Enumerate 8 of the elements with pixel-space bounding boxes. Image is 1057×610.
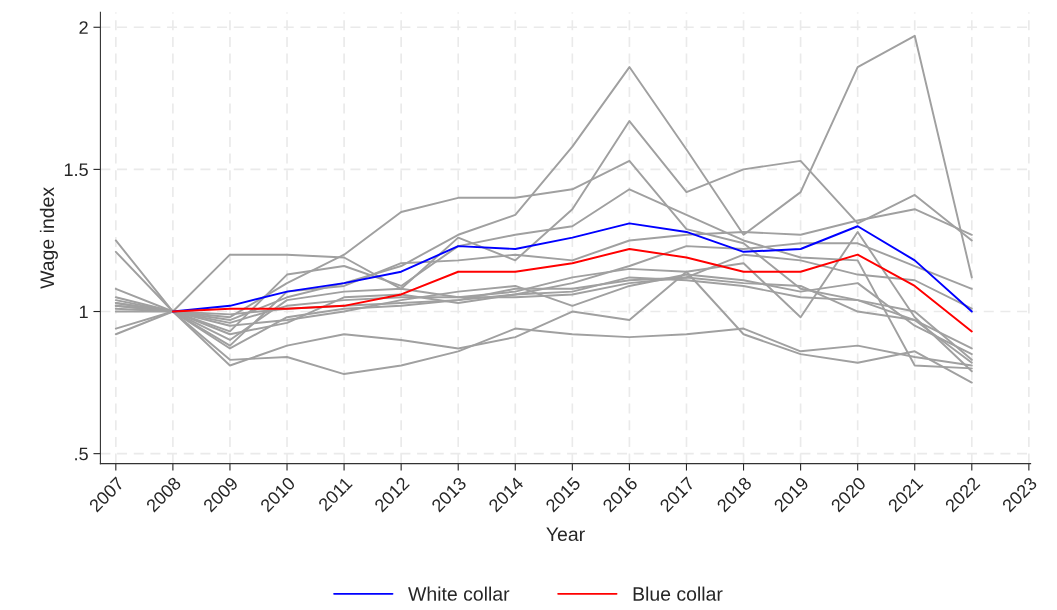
y-tick-label: 2 bbox=[79, 21, 88, 34]
legend-label: White collar bbox=[408, 586, 510, 601]
y-tick-label: 1.5 bbox=[64, 163, 88, 177]
y-axis-title: Wage index bbox=[39, 187, 58, 289]
x-axis-title: Year bbox=[546, 527, 585, 542]
y-tick-label: 1 bbox=[79, 305, 88, 319]
legend-label: Blue collar bbox=[633, 586, 723, 601]
y-tick-label: .5 bbox=[75, 447, 88, 461]
